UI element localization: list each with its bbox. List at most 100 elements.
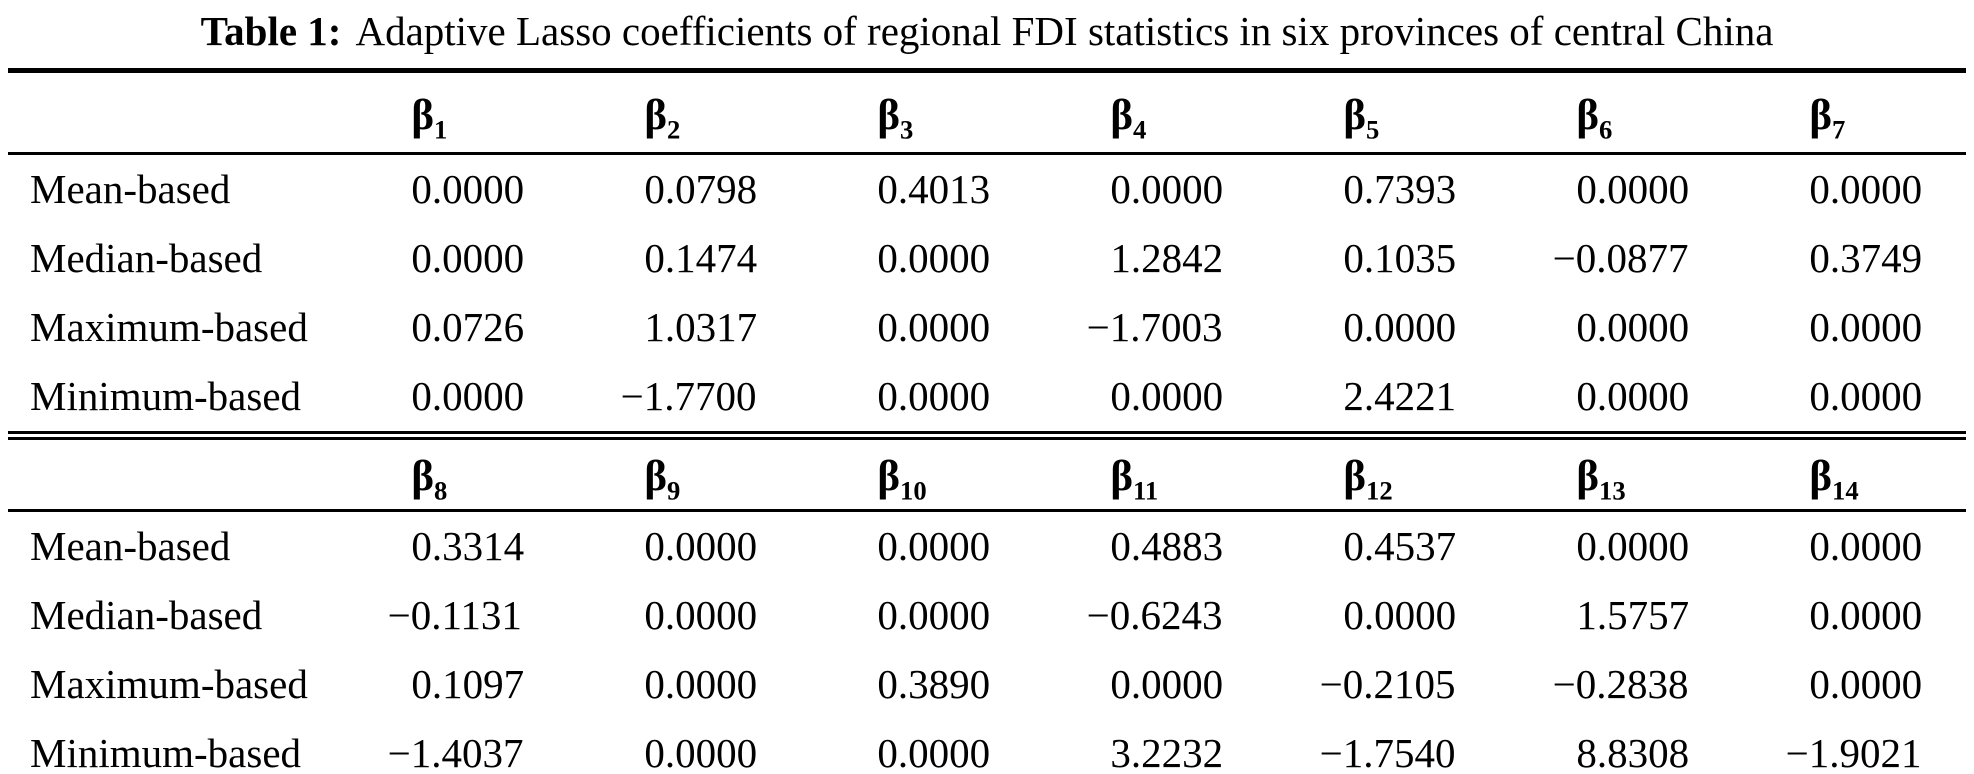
column-header-beta-10: β10: [877, 438, 1111, 512]
column-header-beta-7: β7: [1809, 70, 1966, 155]
beta-subscript: 1: [434, 114, 448, 145]
coefficient-value: 0.0000: [411, 166, 525, 212]
coefficient-value: 0.4013: [877, 166, 991, 212]
beta-subscript: 10: [900, 475, 927, 506]
table-cell: −1.7700: [621, 362, 877, 433]
table-row: Maximum-based 0.1097 0.0000 0.3890 0.0000 −0.…: [8, 650, 1966, 719]
table-cell: 0.1097: [411, 650, 644, 719]
coefficient-value: 0.4537: [1343, 523, 1457, 569]
coefficient-value: 0.0000: [1809, 304, 1923, 350]
coefficient-value: 0.0000: [1110, 661, 1224, 707]
coefficient-value: 0.0000: [1809, 523, 1923, 569]
table-cell: −1.4037: [388, 719, 644, 774]
table-cell: −0.2105: [1320, 650, 1576, 719]
table-cell: 0.4537: [1343, 511, 1576, 582]
table-cell: −1.7003: [1087, 293, 1343, 362]
coefficient-value: 0.0000: [1576, 373, 1690, 419]
beta-symbol: β: [411, 453, 434, 500]
beta-symbol: β: [877, 453, 900, 500]
column-header-beta-5: β5: [1343, 70, 1577, 155]
table-row: Median-based 0.0000 0.1474 0.0000 1.2842 0.10…: [8, 224, 1966, 293]
row-label: Median-based: [30, 592, 263, 638]
coefficient-value: 0.0000: [1576, 166, 1690, 212]
beta-symbol: β: [1110, 453, 1133, 500]
table-cell: 0.0000: [877, 362, 1110, 433]
coefficient-value: −0.2105: [1319, 661, 1456, 707]
coefficient-value: −0.2838: [1552, 661, 1689, 707]
table-cell: −0.1131: [388, 581, 644, 650]
coefficient-value: 0.0000: [411, 235, 525, 281]
table-cell: 0.0000: [644, 650, 877, 719]
table-cell: 0.0000: [411, 362, 644, 433]
beta-symbol: β: [644, 453, 667, 500]
table-cell: 0.0000: [1343, 581, 1576, 650]
coefficient-value: 1.2842: [1110, 235, 1224, 281]
table-cell: 0.0000: [877, 224, 1110, 293]
table-cell: −1.9021: [1786, 719, 1966, 774]
coefficient-value: 0.3890: [877, 661, 991, 707]
corner-cell: [8, 438, 412, 512]
beta-symbol: β: [1809, 453, 1832, 500]
coefficient-value: 2.4221: [1343, 373, 1457, 419]
beta-symbol: β: [1809, 92, 1832, 139]
table-cell: 0.3890: [877, 650, 1110, 719]
beta-subscript: 11: [1133, 475, 1159, 506]
table-cell: 0.3749: [1809, 224, 1966, 293]
coefficient-value: 1.0317: [644, 304, 758, 350]
coefficient-value: 0.3749: [1809, 235, 1923, 281]
table-cell: 0.0000: [644, 581, 877, 650]
row-label: Minimum-based: [30, 373, 302, 419]
row-label: Median-based: [30, 235, 263, 281]
coefficient-value: 0.0000: [1809, 592, 1923, 638]
table-cell: −0.0877: [1553, 224, 1809, 293]
table-cell: 0.0000: [1110, 650, 1343, 719]
row-label: Mean-based: [30, 166, 231, 212]
table-cell: −1.7540: [1320, 719, 1576, 774]
table-cell: −0.6243: [1087, 581, 1343, 650]
table-cell: 1.5757: [1576, 581, 1809, 650]
column-header-beta-13: β13: [1576, 438, 1810, 512]
beta-subscript: 4: [1133, 114, 1147, 145]
coefficient-value: 0.7393: [1343, 166, 1457, 212]
beta-subscript: 13: [1599, 475, 1626, 506]
table-row: Minimum-based −1.4037 0.0000 0.0000 3.2232 −1…: [8, 719, 1966, 774]
coefficient-value: 1.5757: [1576, 592, 1690, 638]
table-row: Mean-based 0.3314 0.0000 0.0000 0.4883 0.4537…: [8, 511, 1966, 582]
table-cell: 0.0000: [877, 511, 1110, 582]
coefficients-table-section-2: β8 β9 β10 β11 β12 β13 β14 Mean-based 0.3314 0.000…: [8, 437, 1966, 774]
column-header-beta-1: β1: [411, 70, 645, 155]
coefficient-value: −1.7003: [1086, 304, 1223, 350]
table-cell: 0.3314: [411, 511, 644, 582]
beta-subscript: 5: [1366, 114, 1380, 145]
coefficient-value: 0.0000: [877, 373, 991, 419]
table-cell: 0.0000: [644, 511, 877, 582]
column-header-beta-11: β11: [1110, 438, 1344, 512]
table-cell: 0.0000: [1576, 511, 1809, 582]
table-cell: 1.0317: [644, 293, 877, 362]
table-cell: 0.0000: [1809, 581, 1966, 650]
coefficient-value: 0.0000: [1110, 373, 1224, 419]
coefficient-value: 0.0000: [644, 592, 758, 638]
coefficient-value: 0.1097: [411, 661, 525, 707]
beta-symbol: β: [1576, 92, 1599, 139]
coefficient-value: 0.0000: [644, 661, 758, 707]
column-header-beta-14: β14: [1809, 438, 1966, 512]
beta-subscript: 12: [1366, 475, 1393, 506]
column-header-beta-4: β4: [1110, 70, 1344, 155]
beta-symbol: β: [1110, 92, 1133, 139]
column-header-beta-8: β8: [411, 438, 645, 512]
table-cell: 0.7393: [1343, 154, 1576, 225]
beta-subscript: 9: [667, 475, 681, 506]
coefficient-value: −1.7540: [1319, 730, 1456, 774]
column-header-beta-6: β6: [1576, 70, 1810, 155]
table-cell: 0.0000: [1809, 293, 1966, 362]
coefficient-value: −1.9021: [1785, 730, 1922, 774]
coefficient-value: 8.8308: [1576, 730, 1690, 774]
coefficient-value: 0.0000: [1110, 166, 1224, 212]
coefficient-value: 0.1474: [644, 235, 758, 281]
table-cell: 0.4013: [877, 154, 1110, 225]
coefficient-value: 0.3314: [411, 523, 525, 569]
coefficient-value: 0.0000: [877, 592, 991, 638]
table-cell: 0.0000: [1809, 511, 1966, 582]
